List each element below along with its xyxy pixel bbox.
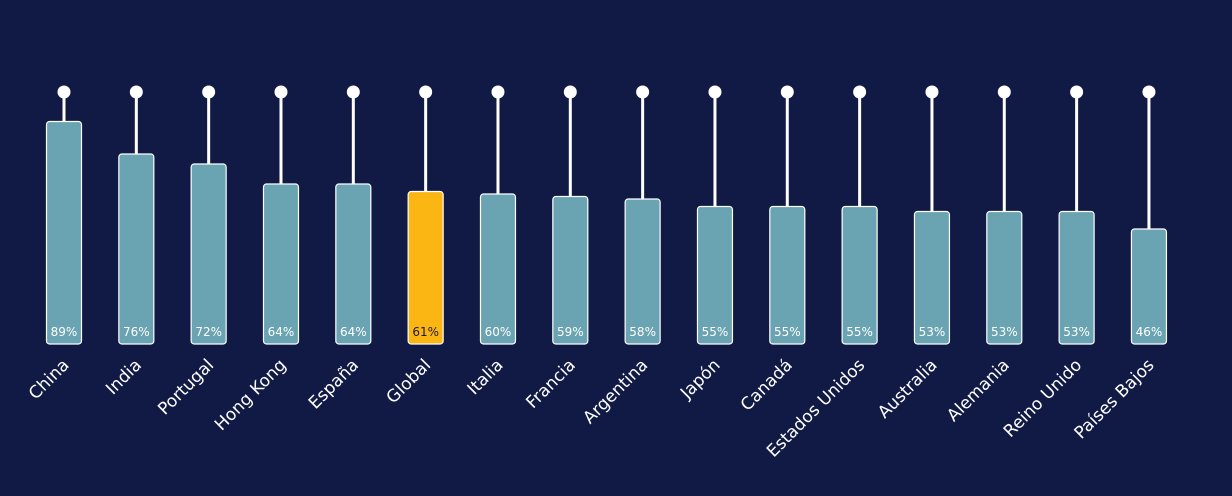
category-label-alemania: Alemania xyxy=(943,355,1014,426)
category-label-espana: España xyxy=(305,355,363,413)
bar-reino-unido xyxy=(1058,210,1095,345)
stem-dot-francia xyxy=(563,85,577,99)
value-label-group: 89% 76% 72% 64% 64% 61% 60% 59% 58% 55% 55% 55% 53% 5… xyxy=(51,325,1163,339)
category-label-india: India xyxy=(102,355,146,399)
value-label-francia: 59% xyxy=(557,325,584,339)
category-label-italia: Italia xyxy=(464,355,508,399)
category-label-argentina: Argentina xyxy=(579,355,652,428)
value-label-italia: 60% xyxy=(485,325,512,339)
bar-espana xyxy=(335,183,372,345)
value-label-estados-unidos: 55% xyxy=(846,325,873,339)
value-label-global: 61% xyxy=(412,325,439,339)
category-label-portugal: Portugal xyxy=(154,355,218,419)
value-label-australia: 53% xyxy=(919,325,946,339)
value-label-india: 76% xyxy=(123,325,150,339)
bar-china xyxy=(45,120,83,345)
value-label-portugal: 72% xyxy=(195,325,222,339)
value-label-paises-bajos: 46% xyxy=(1136,325,1163,339)
bar-italia xyxy=(479,193,517,345)
category-label-australia: Australia xyxy=(874,355,941,422)
stem-dot-global xyxy=(419,85,433,99)
bar-global xyxy=(407,190,444,345)
stem-dot-japon xyxy=(708,85,722,99)
bar-canada xyxy=(769,205,806,345)
bar-japon xyxy=(696,205,734,345)
stem-dot-india xyxy=(129,85,143,99)
value-label-alemania: 53% xyxy=(991,325,1018,339)
stem-group xyxy=(57,85,1156,229)
value-label-japon: 55% xyxy=(702,325,729,339)
category-label-hong-kong: Hong Kong xyxy=(211,355,290,434)
bar-hong-kong xyxy=(262,183,300,345)
stem-dot-china xyxy=(57,85,71,99)
bar-estados-unidos xyxy=(841,205,878,345)
stem-dot-portugal xyxy=(202,85,216,99)
category-label-francia: Francia xyxy=(522,355,579,412)
category-label-global: Global xyxy=(383,355,435,407)
bar-portugal xyxy=(190,163,227,345)
category-label-canada: Canadá xyxy=(737,355,797,415)
stem-dot-alemania xyxy=(997,85,1011,99)
stem-dot-espana xyxy=(346,85,360,99)
value-label-hong-kong: 64% xyxy=(268,325,295,339)
value-label-reino-unido: 53% xyxy=(1063,325,1090,339)
bar-francia xyxy=(552,195,589,345)
bar-argentina xyxy=(624,198,661,345)
value-label-argentina: 58% xyxy=(629,325,656,339)
stem-dot-estados-unidos xyxy=(853,85,867,99)
category-label-japon: Japón xyxy=(676,355,724,403)
value-label-canada: 55% xyxy=(774,325,801,339)
bar-group xyxy=(45,120,1168,345)
bar-india xyxy=(118,153,155,345)
stem-dot-italia xyxy=(491,85,505,99)
stem-dot-reino-unido xyxy=(1070,85,1084,99)
category-label-china: China xyxy=(25,355,73,403)
stem-dot-paises-bajos xyxy=(1142,85,1156,99)
bar-paises-bajos xyxy=(1130,228,1168,345)
value-label-espana: 64% xyxy=(340,325,367,339)
stem-dot-hong-kong xyxy=(274,85,288,99)
bar-alemania xyxy=(986,210,1023,345)
value-label-china: 89% xyxy=(51,325,78,339)
stem-dot-canada xyxy=(780,85,794,99)
stem-dot-argentina xyxy=(636,85,650,99)
bar-australia xyxy=(913,210,951,345)
stem-dot-australia xyxy=(925,85,939,99)
